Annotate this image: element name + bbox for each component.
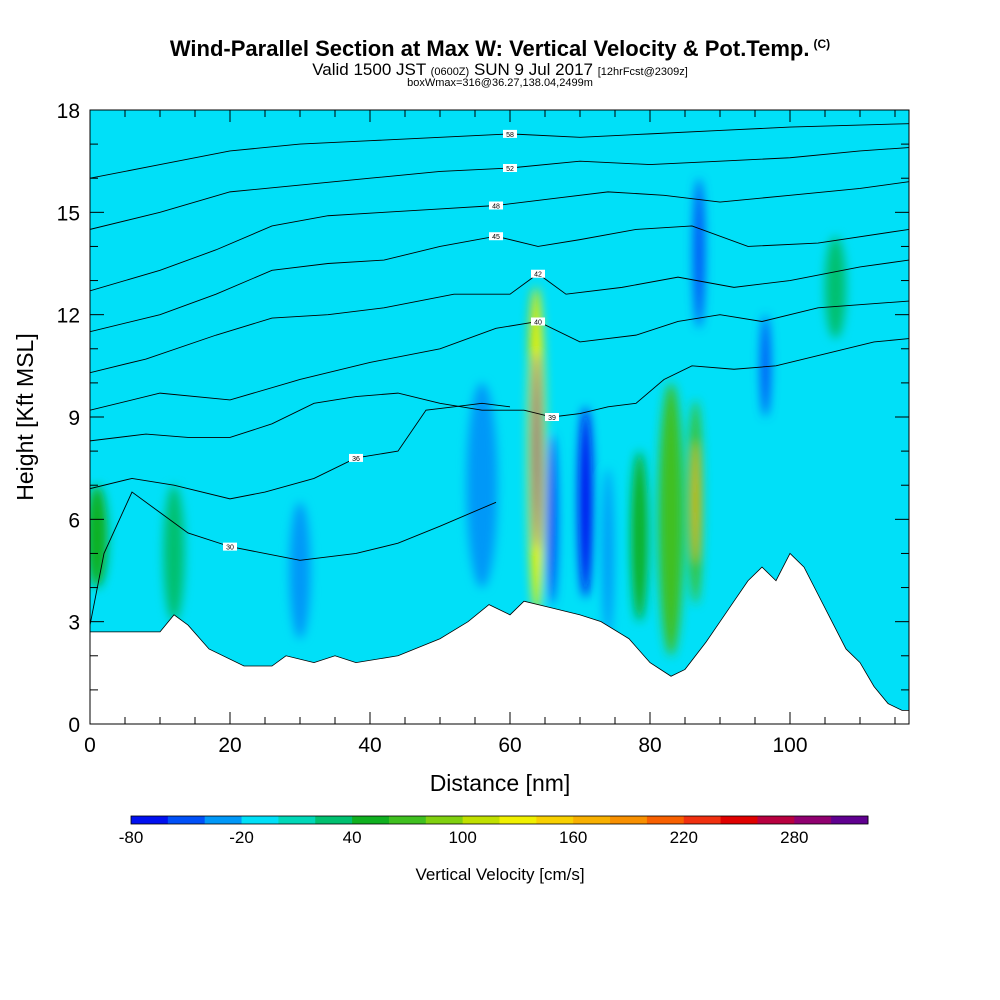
- chart-title-text: Wind-Parallel Section at Max W: Vertical…: [169, 36, 810, 61]
- colorbar-swatch-7: [388, 816, 427, 824]
- velocity-cell-6: [90, 485, 108, 588]
- velocity-cell-2: [163, 485, 185, 622]
- contour-label-58: 58: [506, 132, 514, 139]
- colorbar-tick-100: 100: [448, 828, 476, 847]
- contour-label-30: 30: [226, 545, 234, 552]
- colorbar-tick--80: -80: [119, 828, 144, 847]
- colorbar-swatch-18: [794, 816, 832, 824]
- theta-contour-58: [90, 123, 909, 179]
- chart-title: Wind-Parallel Section at Max W: Vertical…: [0, 36, 1000, 62]
- colorbar-tick-280: 280: [780, 828, 808, 847]
- colorbar-swatch-8: [425, 816, 464, 824]
- x-axis-label: Distance [nm]: [430, 770, 571, 796]
- x-tick-label-100: 100: [772, 734, 807, 757]
- colorbar-tick-160: 160: [559, 828, 587, 847]
- contour-label-39: 39: [548, 415, 556, 422]
- velocity-cell-8: [658, 382, 684, 656]
- velocity-cell-0: [466, 382, 498, 588]
- valid-utc: (0600Z): [430, 66, 470, 78]
- velocity-core-13: [692, 440, 699, 564]
- colorbar-tick--20: -20: [229, 828, 254, 847]
- forecast-info: [12hrFcst@2309z]: [597, 66, 688, 78]
- valid-time: Valid 1500 JST (0600Z) SUN 9 Jul 2017 [1…: [0, 60, 1000, 80]
- box-info: boxWmax=316@36.27,138.04,2499m: [407, 77, 593, 89]
- terrain-profile: [90, 552, 909, 724]
- y-tick-label-9: 9: [68, 407, 80, 430]
- contour-label-bg-39: [545, 413, 559, 421]
- colorbar-swatch-15: [683, 816, 722, 824]
- colorbar-tick-220: 220: [670, 828, 698, 847]
- velocity-cell-3: [825, 236, 846, 339]
- colorbar-swatch-5: [315, 816, 353, 824]
- contour-label-48: 48: [492, 204, 500, 211]
- colorbar-swatch-16: [720, 816, 758, 824]
- velocity-core-14: [532, 352, 541, 550]
- colorbar-swatch-11: [536, 816, 574, 824]
- contour-label-bg-36: [349, 453, 363, 462]
- colorbar-swatch-4: [278, 816, 316, 824]
- contour-label-40: 40: [534, 319, 542, 326]
- contour-label-45: 45: [492, 234, 500, 241]
- velocity-cell-11: [578, 406, 593, 598]
- y-tick-label-0: 0: [68, 714, 80, 737]
- colorbar-swatch-0: [131, 816, 169, 824]
- contour-label-36: 36: [352, 456, 360, 463]
- x-tick-label-60: 60: [498, 734, 521, 757]
- y-axis-label: Height [Kft MSL]: [12, 333, 38, 500]
- contour-label-bg-45: [489, 232, 503, 241]
- contour-label-bg-58: [503, 129, 517, 138]
- theta-contour-42: [90, 259, 909, 374]
- colorbar-swatch-2: [204, 816, 243, 824]
- contour-label-bg-52: [503, 163, 517, 172]
- x-tick-label-0: 0: [84, 734, 96, 757]
- velocity-cell-5: [602, 468, 614, 639]
- x-tick-label-40: 40: [358, 734, 381, 757]
- colorbar-swatch-9: [462, 816, 500, 824]
- contour-label-bg-30: [223, 542, 237, 551]
- copyright-mark: (C): [813, 36, 831, 51]
- valid-main: Valid 1500 JST: [312, 60, 426, 79]
- velocity-cell-1: [289, 502, 311, 639]
- colorbar-swatch-17: [757, 816, 795, 824]
- colorbar-swatch-1: [167, 816, 206, 824]
- y-tick-label-18: 18: [57, 100, 80, 123]
- contour-label-bg-48: [489, 201, 503, 210]
- colorbar-swatch-6: [352, 816, 390, 824]
- colorbar-frame: [130, 815, 869, 825]
- colorbar-swatch-12: [573, 816, 611, 824]
- colorbar-swatch-10: [499, 816, 537, 824]
- theta-contour-39: [90, 338, 909, 442]
- contour-label-bg-42: [531, 269, 545, 278]
- colorbar-swatch-13: [610, 816, 648, 824]
- colorbar-label: Vertical Velocity [cm/s]: [415, 865, 584, 884]
- y-tick-label-12: 12: [57, 305, 80, 328]
- velocity-cell-4: [631, 451, 648, 622]
- velocity-cell-10: [693, 178, 705, 329]
- colorbar-swatch-19: [831, 816, 869, 824]
- contour-label-52: 52: [506, 166, 514, 173]
- colorbar-swatch-3: [241, 816, 279, 824]
- velocity-cell-9: [546, 434, 558, 605]
- contour-label-bg-40: [531, 317, 545, 326]
- velocity-cell-7: [760, 314, 771, 418]
- colorbar-swatch-14: [646, 816, 685, 824]
- contour-label-42: 42: [534, 272, 542, 279]
- colorbar: -80 -20 40 100 160 220 280: [119, 815, 869, 847]
- y-tick-label-6: 6: [68, 509, 80, 532]
- colorbar-tick-40: 40: [343, 828, 362, 847]
- y-tick-label-3: 3: [68, 612, 80, 635]
- valid-date: SUN 9 Jul 2017: [473, 60, 594, 79]
- y-tick-label-15: 15: [57, 202, 80, 225]
- x-tick-label-20: 20: [218, 734, 241, 757]
- x-tick-label-80: 80: [638, 734, 661, 757]
